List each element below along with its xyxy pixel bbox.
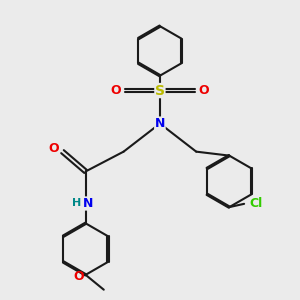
Text: O: O: [111, 84, 121, 97]
Text: O: O: [199, 84, 209, 97]
Text: H: H: [72, 199, 81, 208]
Text: Cl: Cl: [249, 197, 262, 210]
Text: O: O: [49, 142, 59, 155]
Text: O: O: [73, 270, 84, 283]
Text: N: N: [155, 117, 165, 130]
Text: S: S: [155, 84, 165, 98]
Text: N: N: [83, 197, 93, 210]
